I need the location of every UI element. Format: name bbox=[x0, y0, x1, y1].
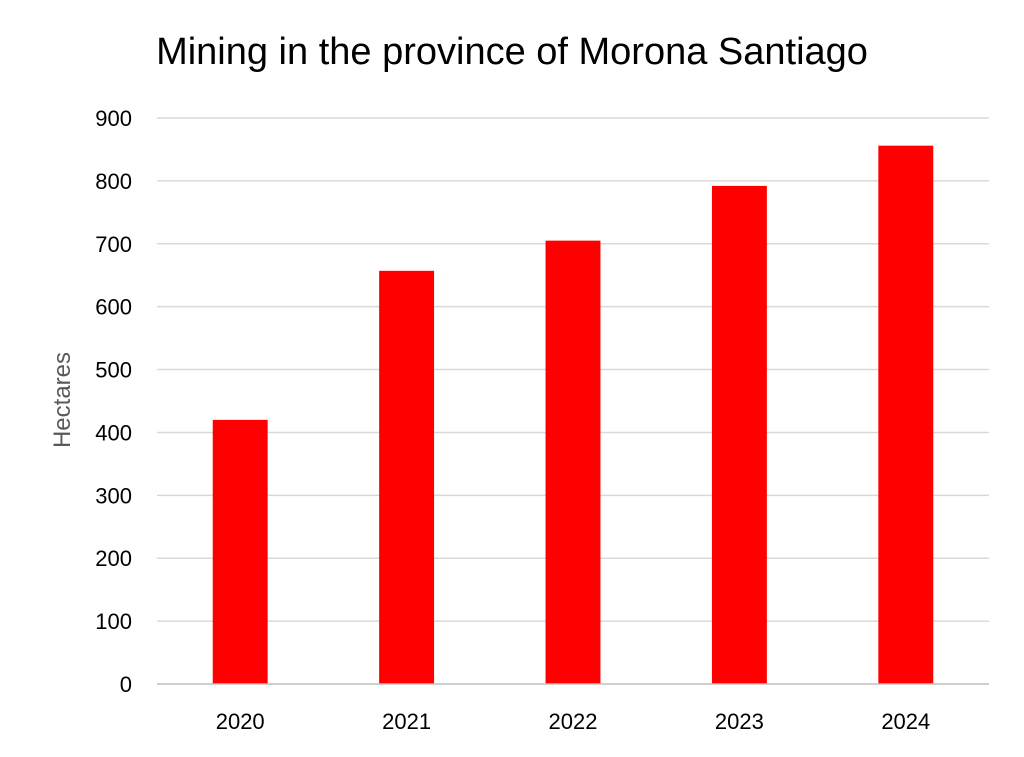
y-tick-label: 100 bbox=[95, 609, 132, 634]
bar-2021 bbox=[379, 270, 435, 684]
y-tick-label: 0 bbox=[120, 672, 132, 697]
y-tick-label: 900 bbox=[95, 106, 132, 131]
y-tick-label: 500 bbox=[95, 358, 132, 383]
x-tick-label: 2021 bbox=[382, 709, 431, 734]
y-tick-label: 300 bbox=[95, 483, 132, 508]
bars bbox=[212, 145, 934, 685]
y-axis-label: Hectares bbox=[49, 352, 76, 448]
chart-title: Mining in the province of Morona Santiag… bbox=[156, 31, 868, 73]
x-tick-label: 2024 bbox=[881, 709, 930, 734]
bar-2024 bbox=[878, 145, 934, 684]
x-tick-label: 2023 bbox=[715, 709, 764, 734]
bar-2020 bbox=[212, 419, 268, 684]
x-axis-ticks: 2020 2021 2022 2023 2024 bbox=[216, 709, 931, 734]
bar-2022 bbox=[545, 240, 601, 684]
y-tick-label: 600 bbox=[95, 295, 132, 320]
y-axis-ticks: 0 100 200 300 400 500 600 700 800 900 bbox=[95, 106, 132, 697]
y-tick-label: 400 bbox=[95, 420, 132, 445]
x-tick-label: 2022 bbox=[549, 709, 598, 734]
bar-2023 bbox=[711, 185, 767, 685]
x-tick-label: 2020 bbox=[216, 709, 265, 734]
y-tick-label: 800 bbox=[95, 169, 132, 194]
y-tick-label: 700 bbox=[95, 232, 132, 257]
y-tick-label: 200 bbox=[95, 546, 132, 571]
